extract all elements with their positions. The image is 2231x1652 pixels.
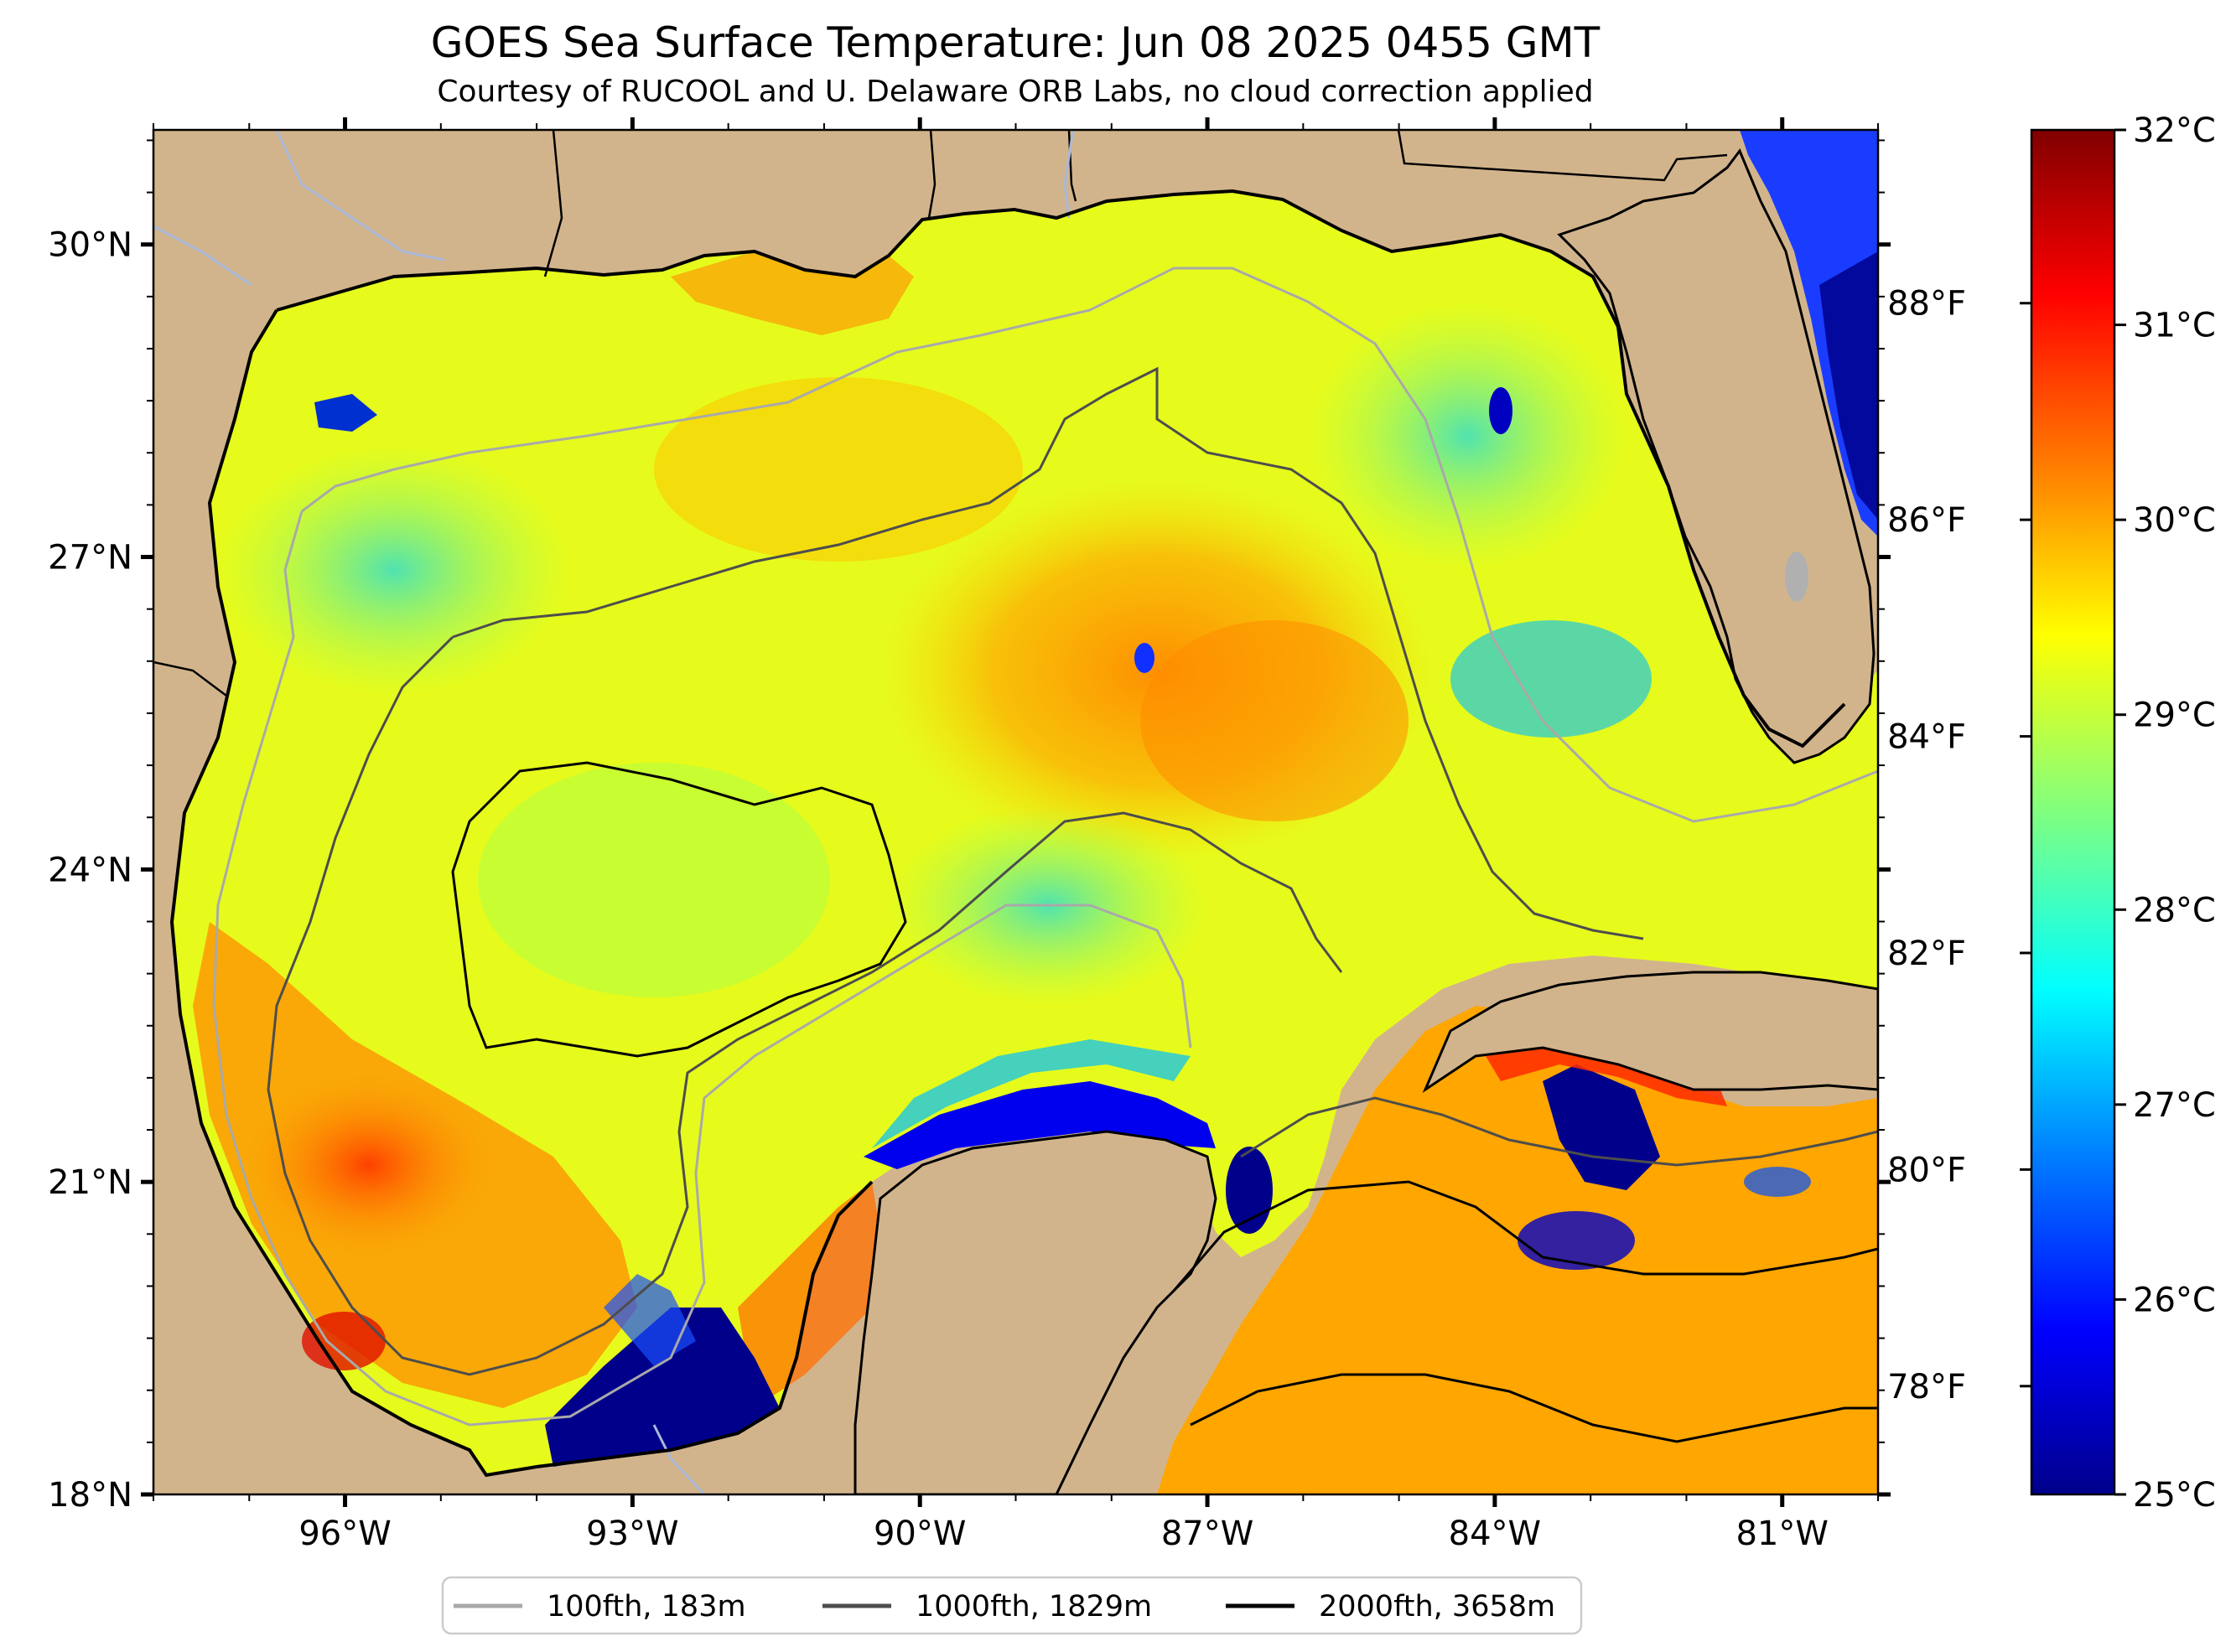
florida-shelf-cool [1308,302,1627,570]
campeche-cold-fringe [604,1274,696,1366]
lat-tick-label: 27°N [48,539,132,577]
fahrenheit-tick-label: 84°F [1887,718,1966,757]
yucatan-land [853,1130,1217,1494]
cold-speck-1 [1489,387,1512,434]
legend-label-1000fth: 1000fth, 1829m [916,1590,1152,1624]
veracruz-hotspot [302,1312,386,1370]
map-panel [153,130,1878,1494]
contour-2000fth-caribbean-2 [1190,1373,1878,1443]
lon-tick-label: 84°W [1449,1515,1541,1553]
legend-label-2000fth: 2000fth, 3658m [1319,1590,1555,1624]
texas-shelf-cool [218,444,570,696]
celsius-tick-label: 27°C [2133,1086,2216,1125]
celsius-tick-label: 28°C [2133,891,2216,930]
north-central-warm [654,377,1023,562]
contour-100fth [301,267,1878,823]
lat-tick-label: 30°N [48,226,132,265]
loop-current-hotspot [1140,620,1409,821]
colorbar [2030,128,2116,1496]
fahrenheit-tick-label: 82°F [1887,935,1966,973]
texas-coast-cold [314,394,377,432]
celsius-tick-label: 25°C [2133,1476,2216,1515]
contour-1000fth [452,366,1644,940]
lon-tick-label: 87°W [1161,1515,1253,1553]
lat-tick-label: 24°N [48,851,132,889]
cuba-cold-patch [1543,1064,1660,1190]
colorbar-axis: 25°C 26°C 27°C 28°C 29°C 30°C 31°C 32°C [2114,111,2216,1515]
contour-2000fth [451,761,907,1058]
western-gulf-hotspot [243,1073,495,1257]
map-subtitle: Courtesy of RUCOOL and U. Delaware ORB L… [437,75,1593,109]
central-west-green [478,763,830,997]
mexico-coastline [169,308,874,1478]
west-florida-cool-patch [1450,620,1652,738]
longitude-axis: 96°W 93°W 90°W 87°W 84°W 81°W [153,117,1879,1553]
contour-2000fth-caribbean [1172,1180,1878,1292]
legend-box [441,1576,1583,1635]
fahrenheit-axis: 78°F 80°F 82°F 84°F 86°F 88°F [1887,285,2031,1406]
lon-tick-label: 90°W [874,1515,966,1553]
map-title: GOES Sea Surface Temperature: Jun 08 202… [431,18,1601,67]
louisiana-coast-warm [671,251,914,335]
latitude-axis: 18°N 21°N 24°N 27°N 30°N [48,139,1891,1515]
lat-tick-label: 18°N [48,1476,132,1515]
lon-tick-label: 81°W [1736,1515,1828,1553]
state-border-lines-3 [1397,130,1728,182]
rivers-3 [1063,130,1075,219]
fahrenheit-tick-label: 80°F [1887,1151,1966,1189]
cuba-land [1422,971,1878,1094]
cold-speck-3 [1226,1147,1273,1234]
lon-tick-label: 93°W [586,1515,678,1553]
state-border-lines-4 [543,130,563,277]
fahrenheit-tick-label: 86°F [1887,501,1966,540]
lon-tick-label: 96°W [298,1515,391,1553]
fahrenheit-tick-label: 78°F [1887,1368,1966,1406]
rivers-4 [652,1424,706,1494]
legend-label-100fth: 100fth, 183m [547,1590,746,1624]
contour-100fth-west [212,510,1192,1427]
lat-tick-label: 21°N [48,1163,132,1202]
fahrenheit-tick-label: 88°F [1887,285,1966,324]
lake-okeechobee [1785,552,1808,602]
contour-1000fth-west [267,635,1343,1376]
celsius-tick-label: 31°C [2133,307,2216,345]
yucatan-upwelling-edge [872,1039,1191,1148]
rivers [275,130,445,262]
celsius-tick-label: 30°C [2133,501,2216,540]
state-border-lines [927,130,937,219]
rivers-2 [153,225,252,287]
celsius-tick-label: 26°C [2133,1281,2216,1319]
caribbean-water [1157,1006,1878,1494]
cold-speck-4 [1518,1211,1635,1270]
cold-speck-5 [1744,1167,1811,1197]
atlantic-deep-patch [1819,251,1878,520]
cold-speck-2 [1134,643,1154,673]
celsius-tick-label: 32°C [2133,111,2216,150]
state-border-lines-5 [153,660,227,697]
campeche-cold-blob [545,1308,780,1467]
gulf-coastline [276,189,1846,748]
yucatan-upwelling [864,1081,1216,1169]
celsius-tick-label: 29°C [2133,697,2216,735]
contour-1000fth-caribbean [1240,1096,1878,1167]
